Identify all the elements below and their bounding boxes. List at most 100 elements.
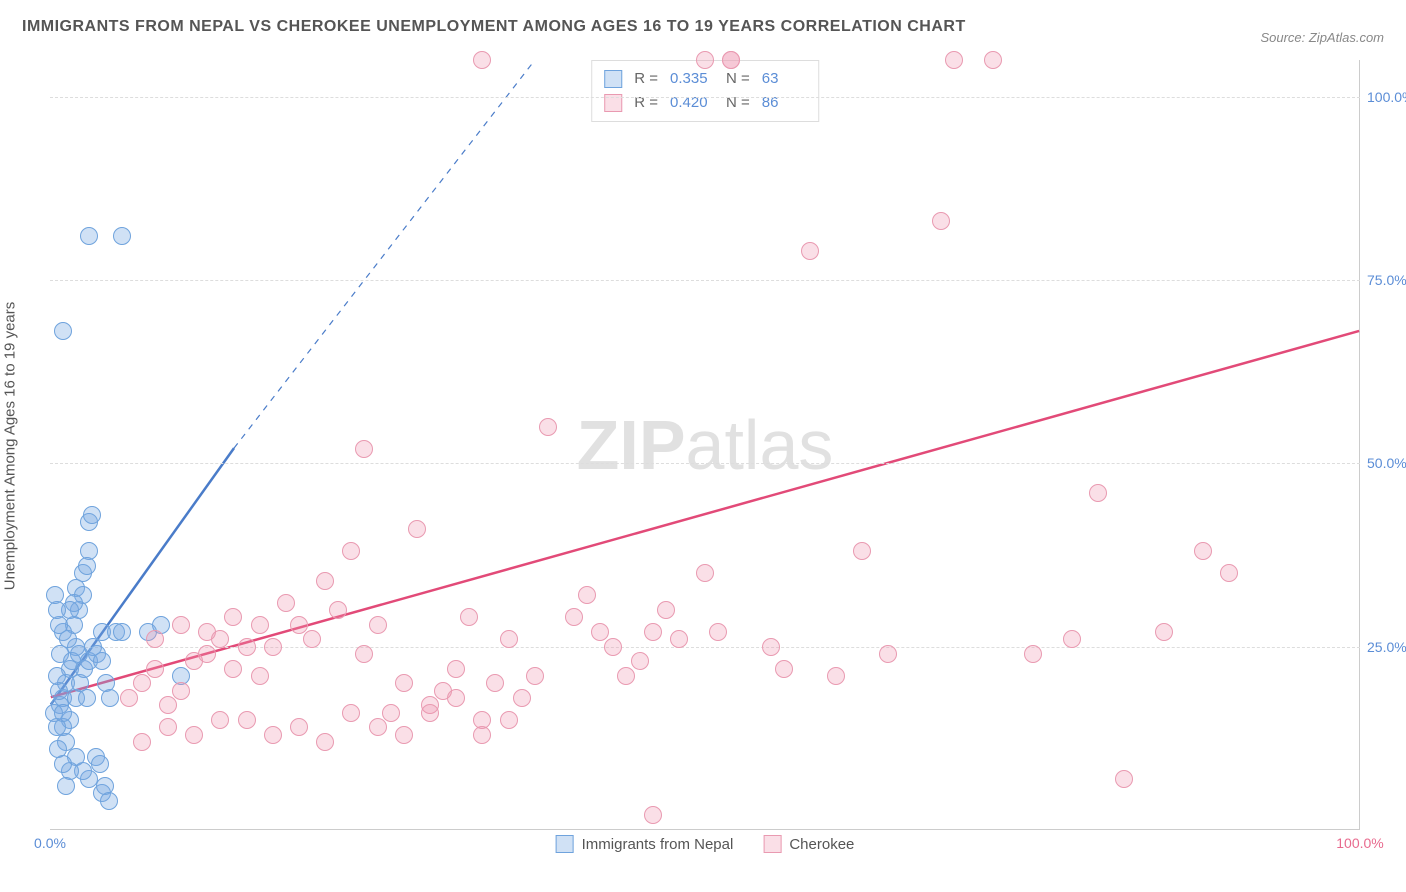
stats-row-series1: R = 0.335 N = 63 xyxy=(604,67,806,91)
scatter-point xyxy=(395,726,413,744)
scatter-point xyxy=(329,601,347,619)
scatter-point xyxy=(57,777,75,795)
x-tick-right: 100.0% xyxy=(1336,835,1383,851)
scatter-point xyxy=(355,645,373,663)
scatter-point xyxy=(133,733,151,751)
scatter-point xyxy=(500,711,518,729)
scatter-point xyxy=(1063,630,1081,648)
scatter-point xyxy=(264,638,282,656)
scatter-point xyxy=(369,616,387,634)
scatter-point xyxy=(879,645,897,663)
scatter-point xyxy=(696,564,714,582)
scatter-point xyxy=(526,667,544,685)
scatter-point xyxy=(159,696,177,714)
scatter-point xyxy=(251,616,269,634)
scatter-point xyxy=(172,616,190,634)
scatter-point xyxy=(722,51,740,69)
scatter-point xyxy=(290,616,308,634)
scatter-point xyxy=(1220,564,1238,582)
gridline xyxy=(50,280,1360,281)
scatter-point xyxy=(447,660,465,678)
scatter-point xyxy=(382,704,400,722)
scatter-point xyxy=(172,682,190,700)
scatter-point xyxy=(316,572,334,590)
scatter-point xyxy=(46,586,64,604)
scatter-point xyxy=(762,638,780,656)
scatter-point xyxy=(591,623,609,641)
scatter-point xyxy=(578,586,596,604)
legend-label-series1: Immigrants from Nepal xyxy=(582,836,734,853)
source-label: Source: ZipAtlas.com xyxy=(1260,30,1384,45)
watermark: ZIPatlas xyxy=(577,405,834,485)
scatter-point xyxy=(224,660,242,678)
stats-legend: R = 0.335 N = 63 R = 0.420 N = 86 xyxy=(591,60,819,122)
scatter-point xyxy=(932,212,950,230)
scatter-point xyxy=(120,689,138,707)
swatch-series2 xyxy=(763,835,781,853)
scatter-point xyxy=(113,623,131,641)
scatter-point xyxy=(395,674,413,692)
scatter-point xyxy=(709,623,727,641)
legend-label-series2: Cherokee xyxy=(789,836,854,853)
scatter-point xyxy=(827,667,845,685)
scatter-point xyxy=(421,704,439,722)
swatch-series1 xyxy=(604,70,622,88)
scatter-point xyxy=(447,689,465,707)
scatter-point xyxy=(670,630,688,648)
scatter-point xyxy=(1024,645,1042,663)
scatter-point xyxy=(775,660,793,678)
y-tick-label: 50.0% xyxy=(1367,455,1406,471)
y-tick-label: 100.0% xyxy=(1367,89,1406,105)
scatter-point xyxy=(657,601,675,619)
scatter-point xyxy=(853,542,871,560)
y-tick-label: 75.0% xyxy=(1367,272,1406,288)
scatter-point xyxy=(224,608,242,626)
scatter-point xyxy=(355,440,373,458)
gridline xyxy=(50,463,1360,464)
scatter-point xyxy=(211,630,229,648)
scatter-point xyxy=(238,638,256,656)
scatter-point xyxy=(984,51,1002,69)
bottom-series-legend: Immigrants from Nepal Cherokee xyxy=(556,835,855,853)
scatter-point xyxy=(513,689,531,707)
legend-item-series1: Immigrants from Nepal xyxy=(556,835,734,853)
stats-row-series2: R = 0.420 N = 86 xyxy=(604,91,806,115)
y-tick-label: 25.0% xyxy=(1367,639,1406,655)
scatter-point xyxy=(408,520,426,538)
scatter-point xyxy=(101,689,119,707)
right-axis-line xyxy=(1359,60,1360,829)
scatter-point xyxy=(801,242,819,260)
scatter-point xyxy=(1115,770,1133,788)
scatter-point xyxy=(473,51,491,69)
scatter-point xyxy=(113,227,131,245)
scatter-point xyxy=(49,740,67,758)
scatter-point xyxy=(133,674,151,692)
scatter-point xyxy=(369,718,387,736)
plot-area: ZIPatlas R = 0.335 N = 63 R = 0.420 N = … xyxy=(50,60,1360,830)
scatter-point xyxy=(644,806,662,824)
scatter-point xyxy=(48,667,66,685)
scatter-point xyxy=(1155,623,1173,641)
x-tick-left: 0.0% xyxy=(34,835,66,851)
chart-container: IMMIGRANTS FROM NEPAL VS CHEROKEE UNEMPL… xyxy=(0,0,1406,892)
scatter-point xyxy=(54,704,72,722)
scatter-point xyxy=(565,608,583,626)
scatter-point xyxy=(100,792,118,810)
scatter-point xyxy=(303,630,321,648)
scatter-point xyxy=(80,227,98,245)
scatter-point xyxy=(146,660,164,678)
scatter-point xyxy=(1089,484,1107,502)
scatter-point xyxy=(460,608,478,626)
scatter-point xyxy=(473,726,491,744)
scatter-point xyxy=(93,652,111,670)
scatter-point xyxy=(211,711,229,729)
scatter-point xyxy=(604,638,622,656)
scatter-point xyxy=(486,674,504,692)
scatter-point xyxy=(277,594,295,612)
scatter-point xyxy=(264,726,282,744)
scatter-point xyxy=(78,557,96,575)
scatter-point xyxy=(290,718,308,736)
scatter-point xyxy=(617,667,635,685)
legend-item-series2: Cherokee xyxy=(763,835,854,853)
chart-title: IMMIGRANTS FROM NEPAL VS CHEROKEE UNEMPL… xyxy=(22,18,966,36)
